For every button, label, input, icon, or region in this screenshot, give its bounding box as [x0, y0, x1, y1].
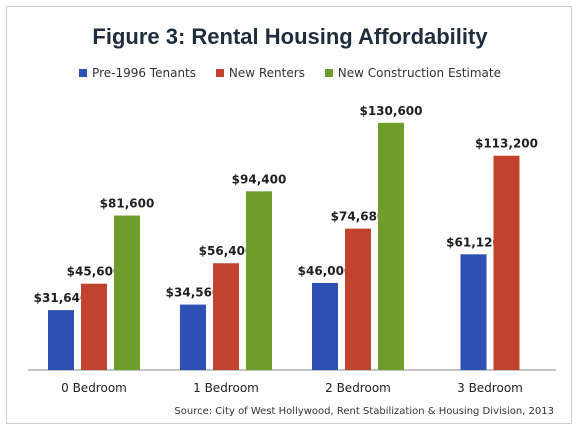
x-tick-label: 0 Bedroom: [61, 381, 127, 395]
bar-value-label: $130,600: [359, 104, 422, 118]
chart-title: Figure 3: Rental Housing Affordability: [92, 24, 488, 49]
legend-label-new-construction: New Construction Estimate: [337, 66, 501, 80]
legend-swatch-pre1996: [79, 69, 88, 77]
bar-value-label: $61,120: [446, 235, 501, 249]
bar-value-label: $113,200: [475, 137, 538, 151]
bar: [81, 283, 107, 370]
bar-value-label: $31,640: [34, 291, 89, 305]
legend-item-new-construction: New Construction Estimate: [324, 66, 501, 80]
bar-value-label: $45,600: [67, 265, 122, 279]
bar: [345, 228, 371, 370]
bar-value-label: $94,400: [232, 172, 287, 186]
source-note: Source: City of West Hollywood, Rent Sta…: [174, 406, 554, 417]
bar-value-label: $81,600: [100, 197, 155, 211]
bar: [460, 254, 487, 370]
bar: [246, 191, 272, 370]
legend-label-new-renters: New Renters: [228, 66, 305, 80]
legend-label-pre1996: Pre-1996 Tenants: [92, 66, 197, 80]
bar: [114, 215, 140, 370]
bar: [213, 263, 239, 370]
bar: [312, 282, 338, 370]
chart-legend: Pre-1996 Tenants New Renters New Constru…: [0, 66, 580, 80]
bar: [378, 122, 404, 371]
legend-swatch-new-construction: [324, 69, 333, 77]
legend-item-pre1996: Pre-1996 Tenants: [79, 66, 196, 80]
bar-value-label: $46,000: [298, 264, 353, 278]
x-tick-label: 1 Bedroom: [193, 381, 259, 395]
bar-value-label: $34,560: [166, 286, 221, 300]
x-tick-label: 3 Bedroom: [457, 381, 523, 395]
legend-item-new-renters: New Renters: [215, 66, 305, 80]
bar-value-label: $56,400: [199, 244, 254, 258]
bar: [180, 304, 206, 370]
bar-value-label: $74,680: [331, 210, 386, 224]
x-tick-label: 2 Bedroom: [325, 381, 391, 395]
bar: [48, 310, 74, 370]
bar: [493, 155, 520, 370]
legend-swatch-new-renters: [215, 69, 224, 77]
